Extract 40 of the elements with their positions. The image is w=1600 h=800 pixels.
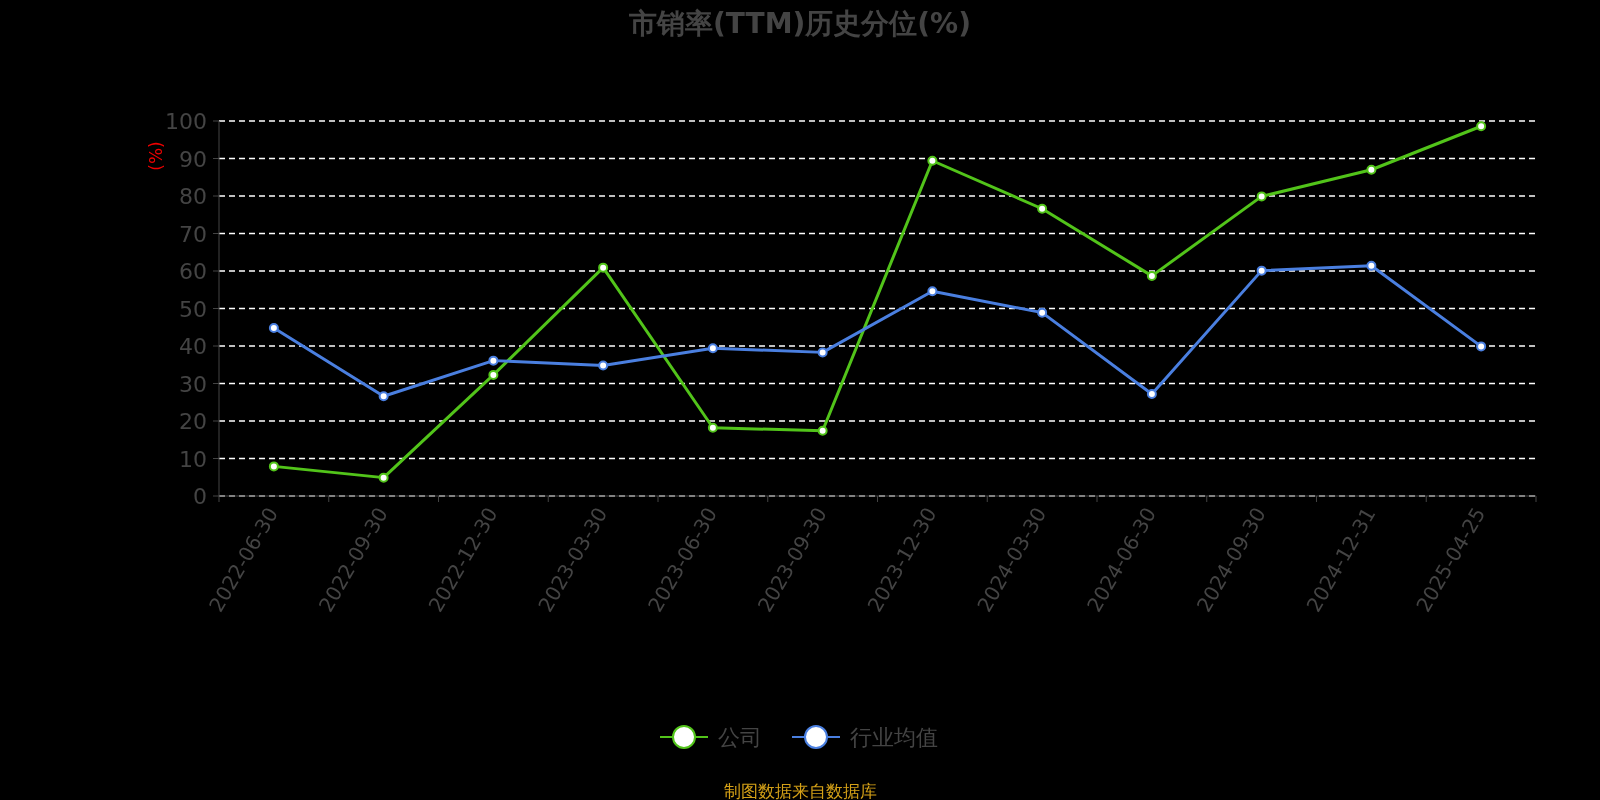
point	[1366, 260, 1377, 271]
y-axis-title: (%)	[146, 141, 166, 171]
point	[707, 343, 718, 354]
point	[927, 155, 938, 166]
point	[268, 323, 279, 333]
y-tick-label: 20	[179, 409, 207, 434]
y-tick-label: 90	[179, 146, 207, 172]
legend-label: 行业均值	[850, 725, 938, 750]
point	[707, 422, 718, 433]
point	[1146, 270, 1157, 281]
legend-label: 公司	[718, 725, 762, 750]
point	[1366, 164, 1377, 175]
point	[268, 461, 279, 472]
point	[817, 347, 828, 358]
point	[1476, 121, 1487, 132]
point	[598, 360, 609, 371]
y-tick-label: 0	[193, 484, 207, 509]
point	[1146, 389, 1157, 399]
y-tick-label: 10	[179, 446, 207, 472]
y-tick-label: 80	[179, 184, 207, 209]
point	[598, 262, 609, 273]
point	[488, 369, 499, 380]
point	[927, 286, 938, 297]
y-tick-label: 100	[165, 109, 207, 134]
point	[378, 472, 389, 483]
y-tick-label: 30	[179, 371, 207, 397]
text: 制图数据来自数据库	[723, 781, 877, 800]
point	[378, 391, 389, 402]
chart-title: 市销率(TTM)历史分位(%)	[628, 7, 971, 40]
point	[1256, 191, 1267, 202]
y-tick-label: 40	[179, 334, 207, 359]
point	[1256, 265, 1267, 276]
y-tick-label: 50	[179, 296, 207, 322]
y-tick-label: 60	[179, 259, 207, 284]
y-tick-label: 70	[179, 221, 207, 247]
point	[1037, 203, 1048, 214]
point	[1037, 307, 1048, 318]
point	[1476, 341, 1487, 352]
point	[817, 425, 828, 436]
point	[488, 355, 499, 366]
